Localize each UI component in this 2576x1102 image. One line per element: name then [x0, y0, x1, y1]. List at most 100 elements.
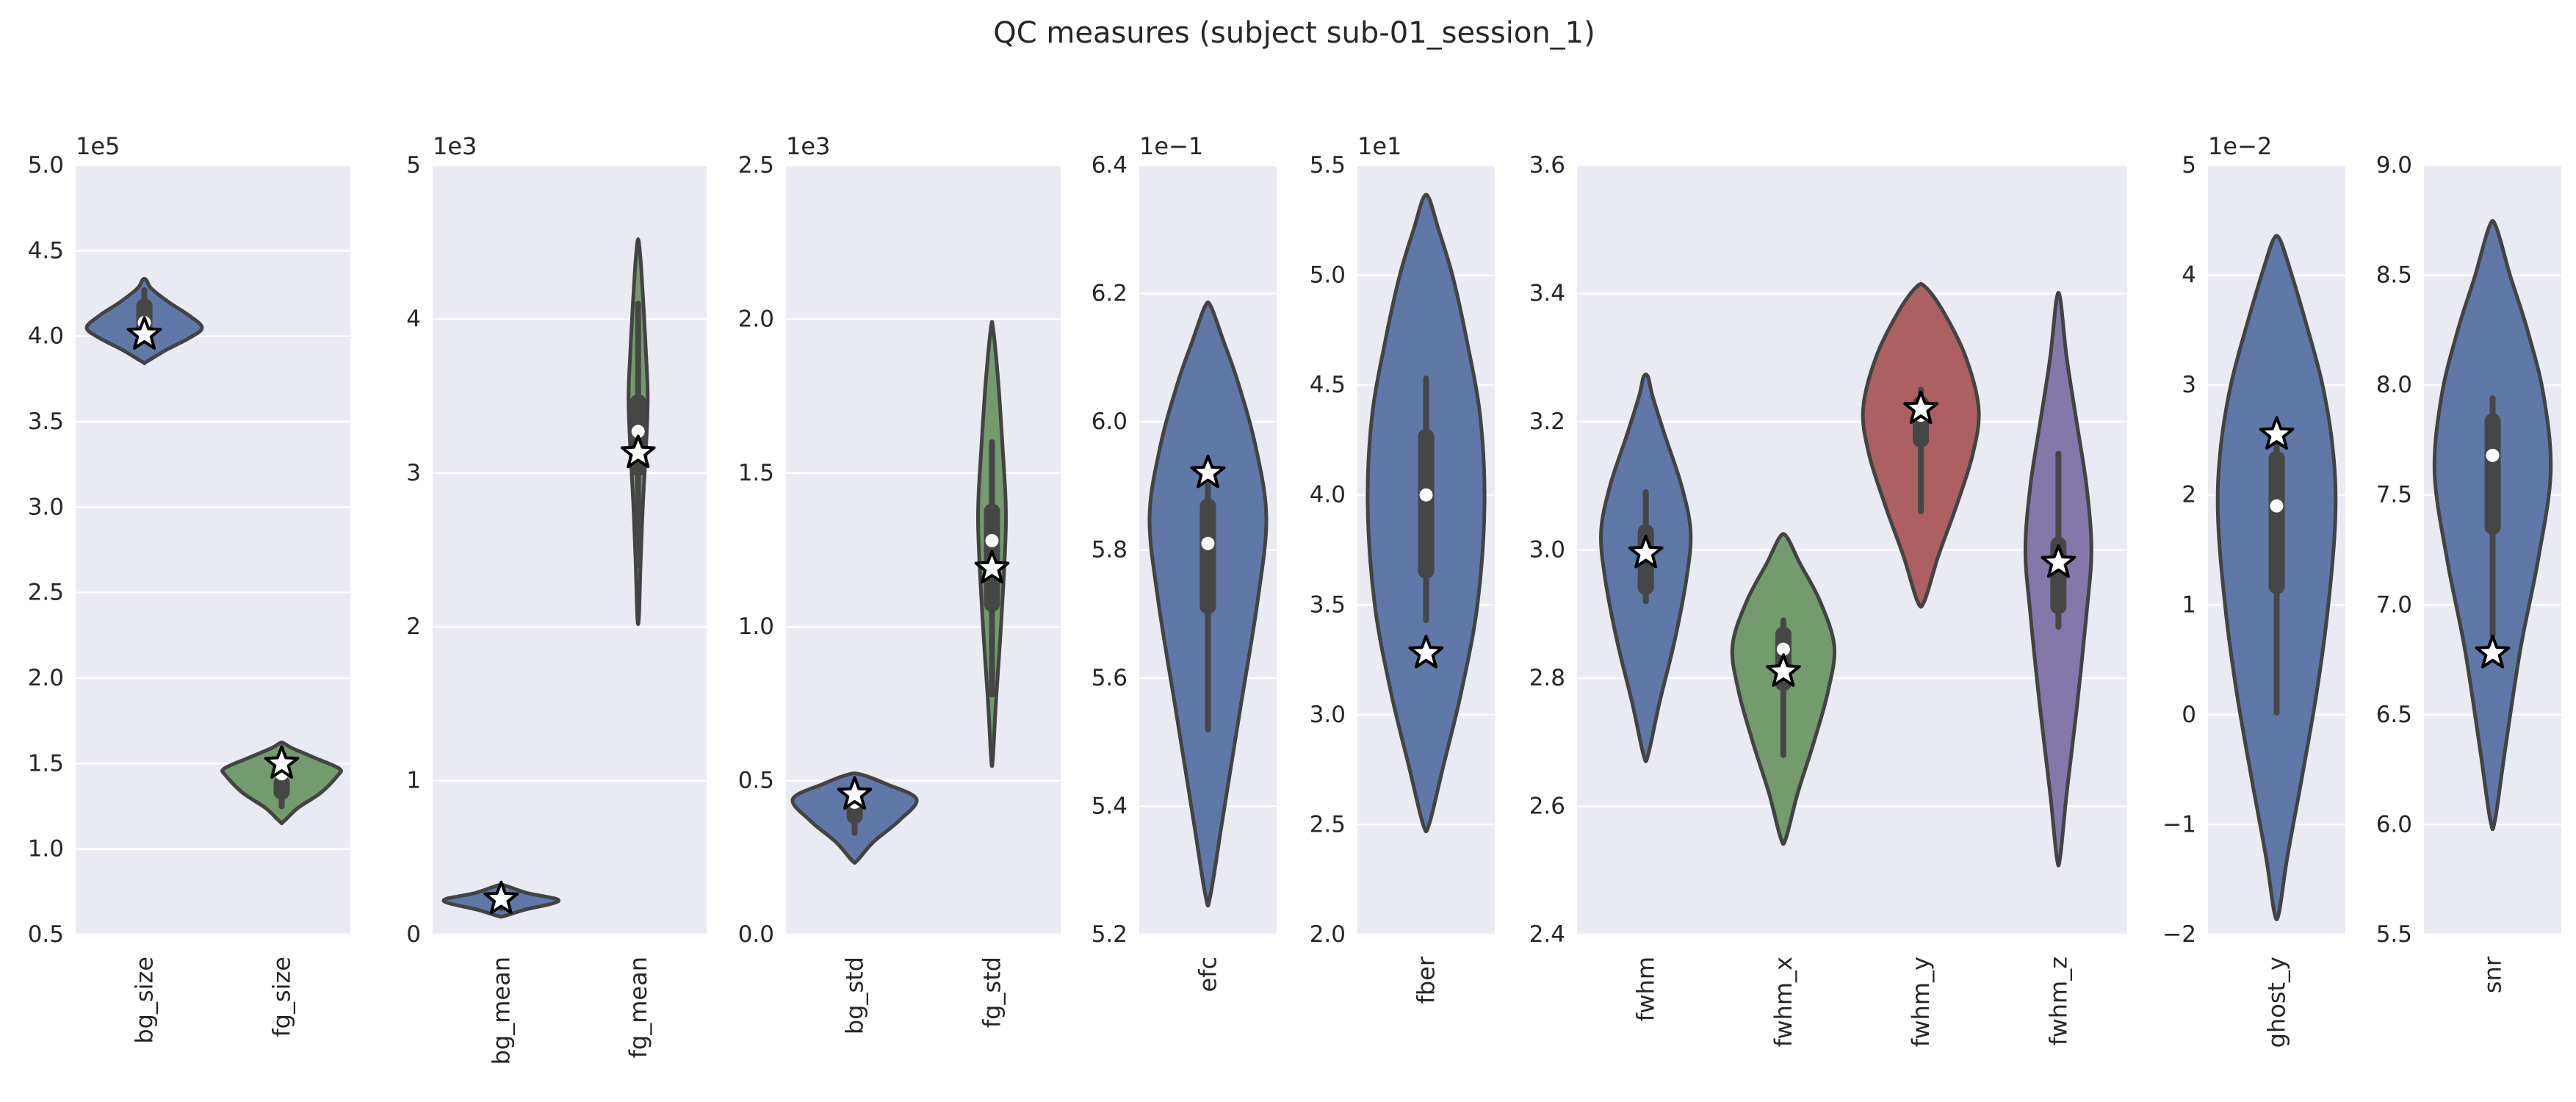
mean-star-bg_mean [483, 880, 519, 915]
median-dot-efc [1201, 536, 1215, 550]
median-dot-ghost_y [2270, 499, 2284, 513]
y-tick-label: 7.5 [2376, 482, 2412, 508]
mean-star-fg_size [264, 745, 300, 779]
iqr-box-fg_size [273, 775, 290, 800]
y-tick-label: 6.0 [1092, 408, 1128, 435]
y-tick-label: 2.4 [1529, 921, 1565, 948]
x-tick-label-fwhm_y: fwhm_y [1907, 957, 1935, 1047]
x-tick-label-ghost_y: ghost_y [2263, 957, 2291, 1048]
y-tick-label: 5.5 [1310, 152, 1346, 179]
y-tick-label: 5 [2182, 152, 2196, 179]
mean-star-fwhm_y [1903, 390, 1938, 425]
median-dot-fwhm_x [1776, 642, 1790, 656]
y-tick-label: 4.5 [28, 237, 64, 264]
iqr-box-efc [1199, 498, 1216, 614]
y-tick-label: 3.4 [1529, 281, 1565, 307]
iqr-box-snr [2484, 414, 2501, 535]
x-tick-label-fg_std: fg_std [978, 957, 1006, 1028]
x-tick-label-snr: snr [2479, 956, 2507, 993]
mean-star-fg_mean [620, 434, 656, 469]
y-tick-label: 0.5 [28, 921, 64, 948]
iqr-box-ghost_y [2268, 450, 2285, 594]
figure-title: QC measures (subject sub-01_session_1) [993, 16, 1595, 50]
y-tick-label: 7.0 [2376, 591, 2412, 618]
y-tick-label: 3 [406, 460, 421, 486]
mean-star-bg_std [837, 776, 873, 810]
x-tick-label-bg_std: bg_std [841, 957, 869, 1034]
y-tick-label: 3.6 [1529, 152, 1565, 179]
x-tick-label-efc: efc [1194, 957, 1222, 993]
mean-star-fg_std [974, 550, 1010, 584]
mean-star-fwhm_x [1766, 653, 1801, 687]
axes-background-0 [76, 165, 350, 934]
y-tick-label: 2.8 [1529, 665, 1565, 691]
mean-star-fwhm_z [2041, 544, 2077, 578]
y-tick-label: 3.5 [28, 408, 64, 435]
x-tick-label-fg_mean: fg_mean [624, 957, 652, 1058]
mean-star-ghost_y [2259, 416, 2295, 450]
y-tick-label: 9.0 [2376, 152, 2412, 179]
axis-multiplier-label: 1e−2 [2208, 132, 2272, 160]
x-tick-label-fg_size: fg_size [268, 957, 296, 1037]
y-tick-label: 5.0 [28, 152, 64, 179]
y-tick-label: 1.5 [738, 460, 774, 486]
y-tick-label: 0 [2182, 702, 2196, 728]
mean-star-fwhm [1628, 534, 1664, 569]
y-tick-label: −2 [2162, 921, 2196, 948]
y-tick-label: 2 [406, 613, 421, 640]
y-tick-label: 5.0 [1310, 262, 1346, 289]
x-tick-label-fwhm_x: fwhm_x [1769, 957, 1797, 1047]
y-tick-label: 2.5 [28, 580, 64, 606]
iqr-box-fber [1418, 428, 1435, 579]
y-tick-label: 4.5 [1310, 372, 1346, 398]
y-tick-label: 1.5 [28, 750, 64, 777]
y-tick-label: 2.5 [1310, 811, 1346, 838]
median-dot-fg_std [985, 533, 999, 547]
y-tick-label: −1 [2162, 811, 2196, 838]
y-tick-label: 1 [406, 768, 421, 794]
x-tick-label-bg_size: bg_size [131, 957, 159, 1044]
y-tick-label: 5.8 [1092, 537, 1128, 563]
y-tick-label: 3.2 [1529, 408, 1565, 435]
y-tick-label: 5.5 [2376, 921, 2412, 948]
axis-multiplier-label: 1e3 [786, 132, 830, 160]
y-tick-label: 5.4 [1092, 793, 1128, 820]
y-tick-label: 0 [406, 921, 421, 948]
axis-multiplier-label: 1e1 [1357, 132, 1401, 160]
y-tick-label: 5.6 [1092, 665, 1128, 691]
y-tick-label: 8.0 [2376, 372, 2412, 398]
median-dot-snr [2486, 448, 2500, 462]
x-tick-label-fber: fber [1413, 956, 1440, 1004]
median-dot-fber [1419, 488, 1433, 502]
axis-multiplier-label: 1e3 [433, 132, 477, 160]
y-tick-label: 8.5 [2376, 262, 2412, 289]
y-tick-label: 6.2 [1092, 281, 1128, 307]
y-tick-label: 6.4 [1092, 152, 1128, 179]
x-tick-label-bg_mean: bg_mean [487, 957, 515, 1065]
y-tick-label: 2.0 [738, 306, 774, 332]
y-tick-label: 2.0 [1310, 921, 1346, 948]
x-tick-label-fwhm: fwhm [1632, 957, 1660, 1021]
mean-star-bg_size [126, 316, 162, 350]
mean-star-efc [1190, 454, 1226, 489]
y-tick-label: 0.0 [738, 921, 774, 948]
axes-background-1 [433, 165, 707, 934]
y-tick-label: 4 [2182, 262, 2196, 289]
y-tick-label: 5 [406, 152, 421, 179]
y-tick-label: 6.0 [2376, 811, 2412, 838]
y-tick-label: 2.5 [738, 152, 774, 179]
y-tick-label: 0.5 [738, 768, 774, 794]
y-tick-label: 1.0 [738, 613, 774, 640]
y-tick-label: 3 [2182, 372, 2196, 398]
mean-star-snr [2475, 635, 2511, 669]
axis-multiplier-label: 1e5 [76, 132, 120, 160]
y-tick-label: 3.0 [1529, 537, 1565, 563]
y-tick-label: 2.0 [28, 665, 64, 691]
y-tick-label: 2.6 [1529, 793, 1565, 820]
y-tick-label: 4.0 [1310, 482, 1346, 508]
x-tick-label-fwhm_z: fwhm_z [2044, 957, 2072, 1045]
y-tick-label: 6.5 [2376, 702, 2412, 728]
y-tick-label: 5.2 [1092, 921, 1128, 948]
